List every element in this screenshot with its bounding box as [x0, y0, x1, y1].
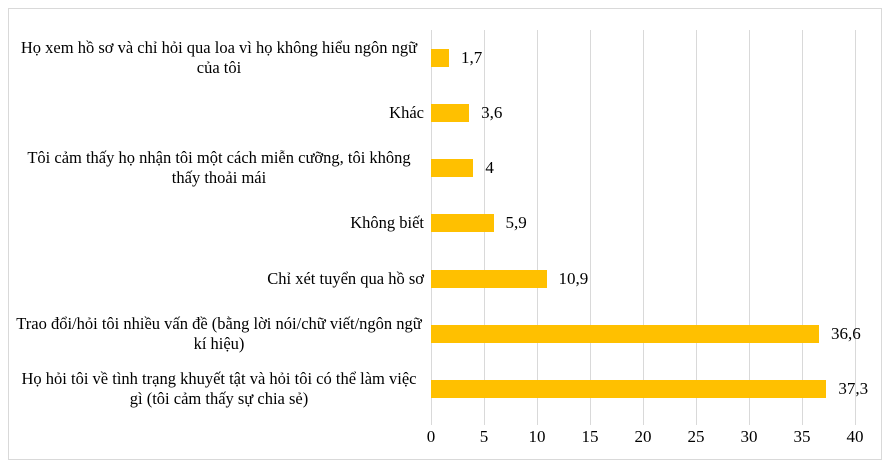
- bar-row: 37,3: [431, 362, 868, 417]
- bar: [431, 380, 827, 399]
- category-label: Tôi cảm thấy họ nhận tôi một cách miễn c…: [27, 148, 411, 188]
- plot-area: 1,7 3,6 4 5,9 10,9 36,6 37,3: [431, 30, 868, 425]
- category-row: Họ xem hồ sơ và chỉ hỏi qua loa vì họ kh…: [14, 30, 424, 85]
- x-axis: 0 5 10 15 20 25 30 35 40: [427, 427, 864, 451]
- bar-row: 36,6: [431, 306, 861, 361]
- value-label: 5,9: [505, 213, 527, 233]
- x-axis-tick-label: 35: [793, 427, 811, 446]
- category-label: Họ xem hồ sơ và chỉ hỏi qua loa vì họ kh…: [20, 37, 418, 77]
- value-label: 1,7: [461, 47, 483, 67]
- bar-row: 5,9: [431, 196, 855, 251]
- category-row: Tôi cảm thấy họ nhận tôi một cách miễn c…: [14, 141, 424, 196]
- bar: [431, 103, 470, 122]
- gridline: [643, 30, 644, 425]
- x-axis-tick-label: 0: [426, 427, 436, 446]
- category-row: Khác: [14, 85, 424, 140]
- x-axis-tick-label: 5: [479, 427, 489, 446]
- x-axis-tick-label: 25: [687, 427, 705, 446]
- bar-row: 10,9: [431, 251, 855, 306]
- chart-border: [8, 8, 882, 460]
- category-label: Trao đổi/hỏi tôi nhiều vấn đề (bằng lời …: [16, 313, 422, 354]
- gridline: [696, 30, 697, 425]
- bar: [431, 159, 474, 178]
- category-label: Khác: [389, 102, 424, 122]
- category-row: Không biết: [14, 196, 424, 251]
- bar-row: 3,6: [431, 85, 855, 140]
- category-axis: Họ xem hồ sơ và chỉ hỏi qua loa vì họ kh…: [14, 30, 424, 417]
- bar: [431, 325, 819, 344]
- gridline: [802, 30, 803, 425]
- category-row: Trao đổi/hỏi tôi nhiều vấn đề (bằng lời …: [14, 306, 424, 361]
- x-axis-tick-label: 15: [581, 427, 599, 446]
- x-axis-tick-label: 30: [740, 427, 758, 446]
- gridline: [855, 30, 856, 425]
- category-row: Họ hỏi tôi về tình trạng khuyết tật và h…: [14, 362, 424, 417]
- category-row: Chỉ xét tuyển qua hồ sơ: [14, 251, 424, 306]
- value-label: 10,9: [558, 268, 589, 288]
- x-axis-tick-label: 20: [634, 427, 652, 446]
- value-label: 36,6: [830, 324, 861, 344]
- bar: [431, 214, 494, 233]
- bar: [431, 269, 547, 288]
- gridline: [537, 30, 538, 425]
- x-axis-tick-label: 10: [528, 427, 546, 446]
- category-label: Họ hỏi tôi về tình trạng khuyết tật và h…: [21, 369, 417, 409]
- value-label: 37,3: [838, 379, 869, 399]
- value-label: 4: [485, 158, 494, 178]
- x-axis-tick-label: 40: [846, 427, 864, 446]
- category-label: Chỉ xét tuyển qua hồ sơ: [267, 268, 424, 288]
- bar-row: 1,7: [431, 30, 855, 85]
- bar-series: 1,7 3,6 4 5,9 10,9 36,6 37,3: [431, 30, 868, 417]
- gridline: [749, 30, 750, 425]
- gridline: [590, 30, 591, 425]
- category-label: Không biết: [350, 213, 424, 233]
- bar-row: 4: [431, 141, 855, 196]
- bar: [431, 48, 450, 67]
- value-label: 3,6: [481, 102, 503, 122]
